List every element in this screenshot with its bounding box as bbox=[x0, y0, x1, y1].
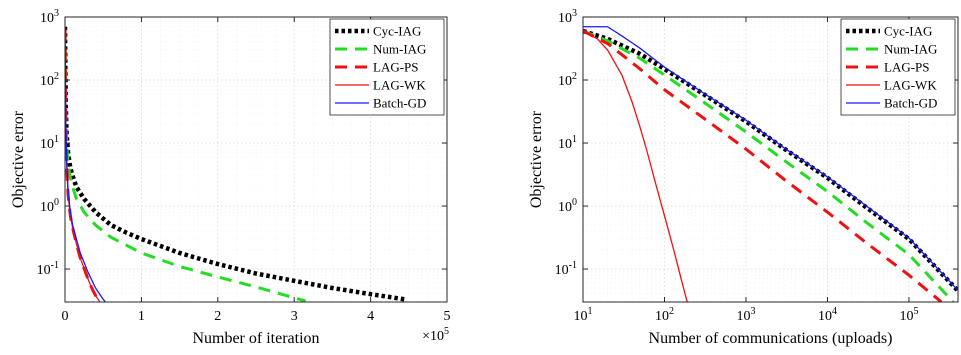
ticks bbox=[64, 16, 448, 302]
y-tick-base: 10 bbox=[558, 137, 572, 152]
x-tick-base: 10 bbox=[899, 309, 913, 324]
y-tick-label: 10-1 bbox=[555, 260, 577, 278]
legend-label-num-iag: Num-IAG bbox=[373, 42, 426, 57]
x-tick-exponent: 2 bbox=[669, 306, 674, 317]
y-tick-base: 10 bbox=[40, 74, 54, 89]
legend: Cyc-IAG Num-IAG LAG-PS LAG-WK Batch-GD bbox=[840, 18, 956, 116]
legend-label-lag-wk: LAG-WK bbox=[373, 78, 426, 93]
legend: Cyc-IAG Num-IAG LAG-PS LAG-WK Batch-GD bbox=[329, 18, 445, 116]
y-tick-exponent: 1 bbox=[54, 134, 59, 145]
series-line-batch-gd bbox=[65, 26, 106, 302]
legend-label-batch-gd: Batch-GD bbox=[373, 96, 426, 111]
x-tick-exponent: 3 bbox=[750, 306, 755, 317]
series-line-batch-gd bbox=[583, 26, 958, 291]
legend-label-lag-wk: LAG-WK bbox=[884, 78, 937, 93]
plot-frame bbox=[582, 16, 959, 303]
x-multiplier-base: ×10 bbox=[422, 329, 444, 344]
legend-box bbox=[840, 18, 956, 116]
y-tick-label: 101 bbox=[40, 134, 59, 152]
x-tick-label: 4 bbox=[367, 309, 374, 324]
x-tick-label: 3 bbox=[291, 309, 298, 324]
legend-label-lag-ps: LAG-PS bbox=[884, 60, 930, 75]
y-tick-base: 10 bbox=[40, 137, 54, 152]
x-tick-base: 10 bbox=[574, 309, 588, 324]
y-tick-exponent: -1 bbox=[51, 260, 59, 271]
y-tick-base: 10 bbox=[40, 11, 54, 26]
y-tick-label: 102 bbox=[558, 71, 577, 89]
x-tick-label: 0 bbox=[62, 309, 69, 324]
legend-label-batch-gd: Batch-GD bbox=[884, 96, 937, 111]
y-axis-label: Objective error bbox=[528, 110, 545, 208]
legend-label-cyc-iag: Cyc-IAG bbox=[373, 24, 421, 39]
y-tick-base: 10 bbox=[558, 200, 572, 215]
y-tick-label: 100 bbox=[558, 197, 577, 215]
series-line-cyc-iag bbox=[65, 26, 406, 302]
x-tick-label: 105 bbox=[899, 306, 918, 324]
x-tick-label: 101 bbox=[574, 306, 593, 324]
x-tick-exponent: 5 bbox=[913, 306, 918, 317]
y-tick-base: 10 bbox=[558, 74, 572, 89]
series-group bbox=[583, 26, 958, 302]
x-axis-label: Number of communications (uploads) bbox=[649, 330, 893, 347]
y-tick-exponent: 1 bbox=[572, 134, 577, 145]
x-tick-label: 103 bbox=[736, 306, 755, 324]
y-tick-exponent: 2 bbox=[54, 71, 59, 82]
y-tick-exponent: -1 bbox=[569, 260, 577, 271]
y-tick-label: 102 bbox=[40, 71, 59, 89]
series-line-num-iag bbox=[583, 29, 955, 302]
plot-frame bbox=[64, 16, 448, 303]
x-tick-base: 10 bbox=[655, 309, 669, 324]
y-tick-exponent: 0 bbox=[54, 197, 59, 208]
y-tick-base: 10 bbox=[37, 263, 51, 278]
y-tick-label: 10-1 bbox=[37, 260, 59, 278]
y-tick-base: 10 bbox=[40, 200, 54, 215]
legend-label-lag-ps: LAG-PS bbox=[373, 60, 419, 75]
y-tick-exponent: 3 bbox=[54, 8, 59, 19]
series-line-cyc-iag bbox=[583, 28, 958, 293]
y-tick-label: 103 bbox=[40, 8, 59, 26]
x-tick-label: 102 bbox=[655, 306, 674, 324]
series-line-lag-ps bbox=[583, 29, 943, 302]
x-tick-label: 5 bbox=[444, 309, 451, 324]
x-tick-exponent: 4 bbox=[832, 306, 837, 317]
y-tick-exponent: 0 bbox=[572, 197, 577, 208]
x-axis-multiplier: ×105 bbox=[422, 326, 449, 344]
legend-box bbox=[329, 18, 445, 116]
y-tick-exponent: 2 bbox=[572, 71, 577, 82]
x-multiplier-exponent: 5 bbox=[444, 326, 449, 337]
x-tick-exponent: 1 bbox=[588, 306, 593, 317]
x-tick-base: 10 bbox=[736, 309, 750, 324]
x-tick-label: 1 bbox=[138, 309, 145, 324]
series-line-num-iag bbox=[65, 28, 307, 302]
y-tick-exponent: 3 bbox=[572, 8, 577, 19]
x-tick-label: 2 bbox=[214, 309, 221, 324]
x-tick-label: 104 bbox=[818, 306, 837, 324]
x-axis-label: Number of iteration bbox=[192, 330, 319, 347]
x-tick-base: 10 bbox=[818, 309, 832, 324]
y-tick-label: 101 bbox=[558, 134, 577, 152]
legend-label-num-iag: Num-IAG bbox=[884, 42, 937, 57]
y-tick-base: 10 bbox=[555, 263, 569, 278]
legend-label-cyc-iag: Cyc-IAG bbox=[884, 24, 932, 39]
y-tick-label: 100 bbox=[40, 197, 59, 215]
y-tick-label: 103 bbox=[558, 8, 577, 26]
series-line-lag-wk bbox=[583, 30, 688, 302]
ticks bbox=[582, 16, 958, 302]
y-tick-base: 10 bbox=[558, 11, 572, 26]
y-axis-label: Objective error bbox=[10, 110, 27, 208]
series-group bbox=[65, 26, 406, 302]
